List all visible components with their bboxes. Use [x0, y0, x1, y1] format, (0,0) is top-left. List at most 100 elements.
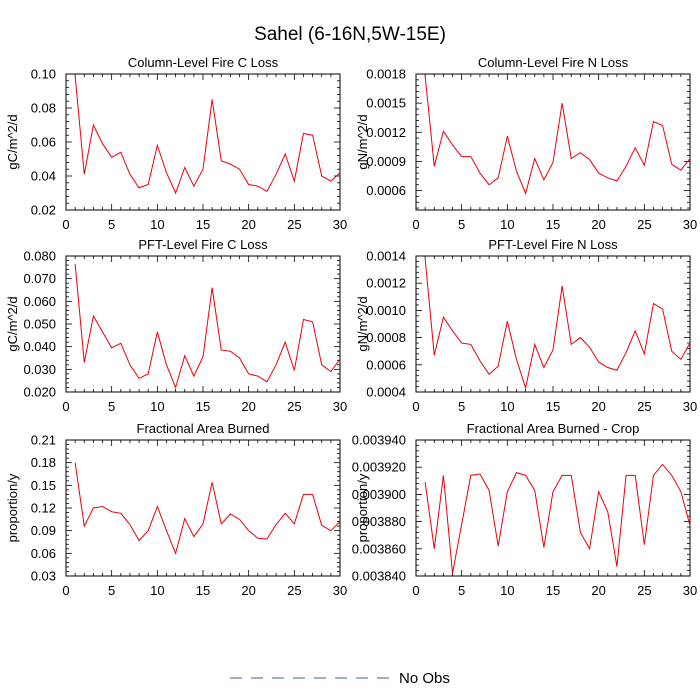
y-tick-label: 0.003920	[352, 460, 406, 475]
plot-frame	[65, 255, 341, 393]
y-tick-label: 0.0009	[366, 154, 406, 169]
x-tick-label: 20	[241, 217, 255, 232]
y-tick-label: 0.0010	[366, 303, 406, 318]
panel-6: Fractional Area Burned - Crop proportion/…	[352, 421, 697, 598]
x-tick-label: 20	[591, 217, 605, 232]
x-tick-label: 5	[108, 583, 115, 598]
x-tick-label: 25	[287, 583, 301, 598]
y-tick-label: 0.04	[31, 169, 56, 184]
x-tick-label: 0	[412, 217, 419, 232]
x-tick-label: 30	[683, 583, 697, 598]
x-tick-label: 25	[287, 217, 301, 232]
series-line	[74, 75, 341, 195]
x-tick-label: 20	[591, 399, 605, 414]
y-axis-label: gC/m^2/d	[5, 296, 20, 351]
x-tick-label: 0	[412, 399, 419, 414]
x-tick-label: 10	[150, 217, 164, 232]
plot-frame	[415, 255, 691, 393]
panel-3: PFT-Level Fire C Loss gC/m^2/d 0 5 10 15 20 25 3…	[5, 237, 347, 414]
y-tick-label: 0.0006	[366, 357, 406, 372]
x-tick-label: 20	[241, 583, 255, 598]
y-tick-label: 0.003940	[352, 433, 406, 448]
y-tick-label: 0.15	[31, 478, 56, 493]
y-tick-label: 0.0006	[366, 183, 406, 198]
x-tick-label: 0	[62, 217, 69, 232]
y-tick-label: 0.06	[31, 135, 56, 150]
panel-4: PFT-Level Fire N Loss gN/m^2/d 0 5 10 15 20 25 3…	[355, 237, 697, 414]
x-tick-label: 15	[196, 399, 210, 414]
y-tick-label: 0.020	[23, 385, 56, 400]
legend: No Obs 1850_134	[230, 670, 450, 687]
x-tick-label: 15	[546, 399, 560, 414]
y-axis-label: proportion/y	[355, 473, 370, 542]
y-tick-label: 0.06	[31, 546, 56, 561]
y-tick-label: 0.003840	[352, 569, 406, 584]
panel-title: PFT-Level Fire C Loss	[138, 237, 268, 252]
legend-label-no-obs: No Obs	[399, 670, 450, 687]
x-tick-label: 15	[546, 583, 560, 598]
x-tick-label: 15	[546, 217, 560, 232]
x-tick-label: 25	[637, 217, 651, 232]
x-tick-label: 0	[412, 583, 419, 598]
y-tick-label: 0.0018	[366, 67, 406, 82]
y-tick-label: 0.080	[23, 249, 56, 264]
y-tick-label: 0.0012	[366, 125, 406, 140]
x-tick-label: 5	[108, 399, 115, 414]
x-tick-label: 10	[500, 399, 514, 414]
x-tick-label: 0	[62, 399, 69, 414]
y-axis-label: proportion/y	[5, 473, 20, 542]
y-tick-label: 0.0008	[366, 330, 406, 345]
series-line	[74, 462, 341, 555]
y-tick-label: 0.0015	[366, 96, 406, 111]
x-tick-label: 25	[637, 583, 651, 598]
y-tick-label: 0.03	[31, 569, 56, 584]
x-tick-label: 30	[333, 217, 347, 232]
x-tick-label: 30	[683, 399, 697, 414]
panel-title: Fractional Area Burned	[137, 421, 270, 436]
x-tick-label: 25	[637, 399, 651, 414]
x-tick-label: 10	[150, 583, 164, 598]
x-tick-label: 0	[62, 583, 69, 598]
y-axis-label: gN/m^2/d	[355, 114, 370, 169]
series-line	[424, 75, 691, 196]
x-tick-label: 30	[333, 583, 347, 598]
y-tick-label: 0.12	[31, 501, 56, 516]
panel-5: Fractional Area Burned proportion/y 0 5 10 15…	[5, 421, 347, 598]
y-axis-label: gN/m^2/d	[355, 296, 370, 351]
x-tick-label: 10	[500, 583, 514, 598]
plot-frame	[65, 73, 341, 211]
y-tick-label: 0.0012	[366, 276, 406, 291]
x-tick-label: 5	[458, 583, 465, 598]
figure-title: Sahel (6-16N,5W-15E)	[254, 24, 446, 45]
y-tick-label: 0.0014	[366, 249, 406, 264]
series-line	[424, 463, 691, 574]
x-tick-label: 15	[196, 217, 210, 232]
x-tick-label: 25	[287, 399, 301, 414]
y-axis-label: gC/m^2/d	[5, 114, 20, 169]
y-tick-label: 0.030	[23, 362, 56, 377]
panel-2: Column-Level Fire N Loss gN/m^2/d 0 5 10 15 20…	[355, 55, 697, 232]
y-tick-label: 0.21	[31, 433, 56, 448]
y-tick-label: 0.10	[31, 67, 56, 82]
y-tick-label: 0.050	[23, 317, 56, 332]
x-tick-label: 20	[241, 399, 255, 414]
x-tick-label: 5	[108, 217, 115, 232]
x-tick-label: 15	[196, 583, 210, 598]
x-tick-label: 5	[458, 217, 465, 232]
y-tick-label: 0.09	[31, 523, 56, 538]
x-tick-label: 10	[500, 217, 514, 232]
panel-title: Column-Level Fire C Loss	[128, 55, 279, 70]
y-tick-label: 0.003900	[352, 487, 406, 502]
series-line	[74, 263, 341, 390]
x-tick-label: 30	[683, 217, 697, 232]
y-tick-label: 0.0004	[366, 385, 406, 400]
panel-title: Column-Level Fire N Loss	[478, 55, 629, 70]
y-tick-label: 0.02	[31, 203, 56, 218]
y-tick-label: 0.003860	[352, 541, 406, 556]
panel-1: Column-Level Fire C Loss gC/m^2/d 0 5 10 15 20…	[5, 55, 347, 232]
y-tick-label: 0.060	[23, 294, 56, 309]
y-tick-label: 0.003880	[352, 514, 406, 529]
x-tick-label: 20	[591, 583, 605, 598]
y-tick-label: 0.08	[31, 101, 56, 116]
